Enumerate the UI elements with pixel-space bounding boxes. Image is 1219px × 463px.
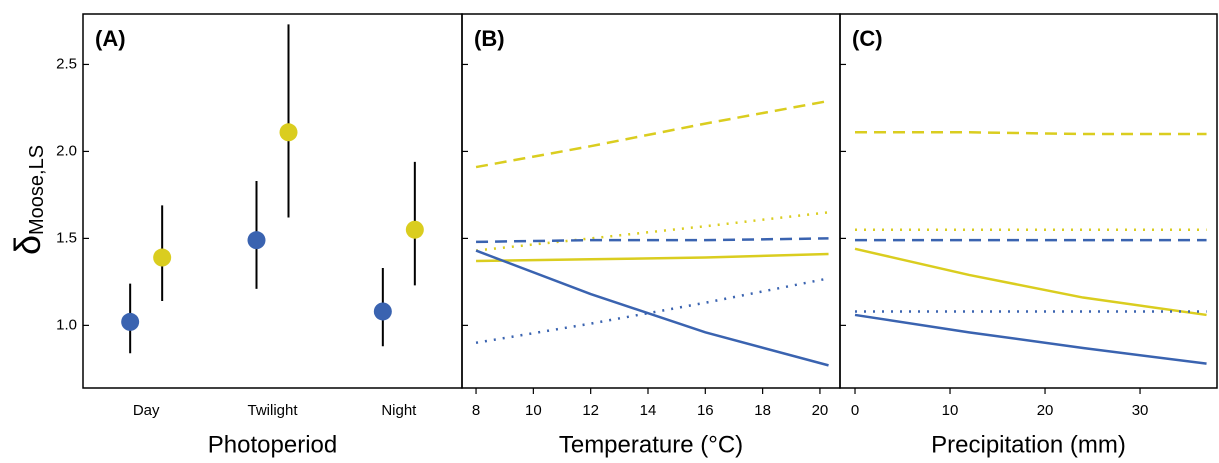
x-tick-label: 30 [1132,402,1149,419]
x-tick-label: 20 [1037,402,1054,419]
line [476,252,829,263]
x-tick-label: 16 [697,402,714,419]
x-axis-label: Precipitation (mm) [931,431,1126,458]
line [475,249,829,367]
panel-title: (C) [852,26,883,51]
x-tick-label: 20 [812,402,829,419]
line [476,237,829,244]
point [279,123,298,142]
line [854,313,1207,365]
panel-frame [839,13,1218,389]
y-tick-label: 1.5 [56,229,77,246]
point [247,231,266,250]
point [373,302,392,321]
x-tick-label: 12 [582,402,599,419]
x-tick-label: Night [381,402,417,419]
panel-frame [82,13,463,389]
y-tick-label: 1.0 [56,316,77,333]
x-axis-label: Temperature (°C) [559,431,743,458]
line [475,211,829,252]
x-tick-label: Twilight [247,402,298,419]
panel-title: (A) [95,26,126,51]
y-label-main: δ [7,235,48,255]
x-tick-label: 14 [640,402,657,419]
y-tick-label: 2.0 [56,142,77,159]
line [475,277,829,345]
x-tick-label: 8 [472,402,480,419]
y-label-sub: Moose,LS [26,145,48,235]
line [855,131,1207,136]
line [854,247,1207,317]
panel-frame [461,13,841,389]
point [405,220,424,239]
point [121,312,140,331]
y-tick-label: 2.5 [56,55,77,72]
x-tick-label: 18 [754,402,771,419]
x-tick-label: 10 [942,402,959,419]
y-axis-label: δMoose,LS [7,145,49,255]
x-axis-label: Photoperiod [208,431,337,458]
x-tick-label: 0 [851,402,859,419]
line [475,99,829,169]
x-tick-label: 10 [525,402,542,419]
panel-title: (B) [474,26,505,51]
point [153,248,172,267]
x-tick-label: Day [133,402,160,419]
